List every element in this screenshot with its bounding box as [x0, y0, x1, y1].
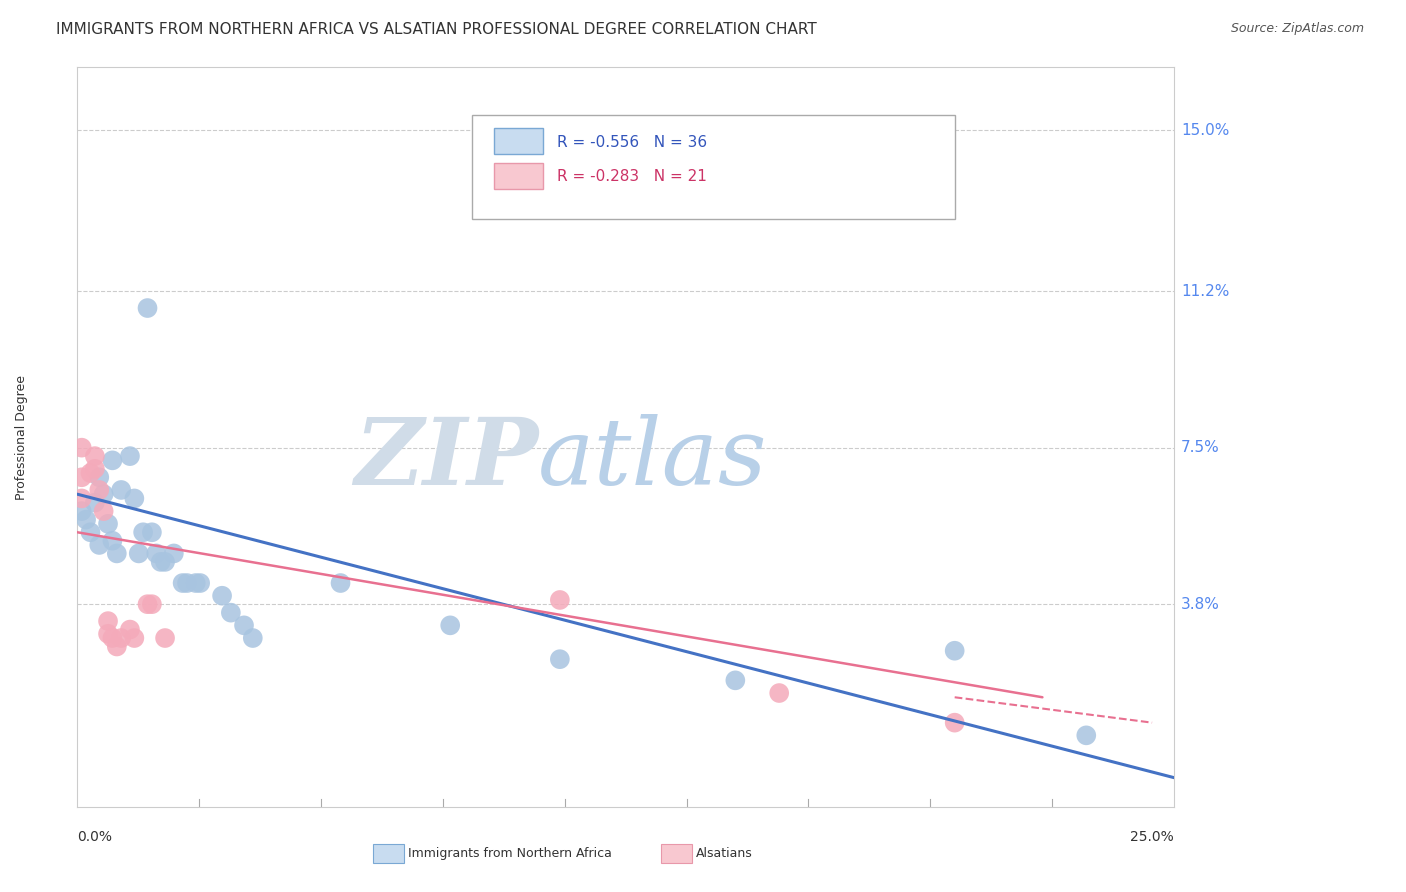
Point — [105, 546, 128, 560]
Point — [70, 470, 93, 484]
Point — [176, 576, 198, 591]
Point — [163, 546, 186, 560]
Point — [97, 516, 120, 531]
Point — [70, 504, 93, 518]
Point — [101, 631, 124, 645]
Text: R = -0.283   N = 21: R = -0.283 N = 21 — [557, 169, 706, 184]
Point — [89, 483, 111, 497]
Point — [70, 441, 93, 455]
Text: Professional Degree: Professional Degree — [14, 375, 28, 500]
FancyBboxPatch shape — [494, 163, 544, 189]
Text: 11.2%: 11.2% — [1181, 284, 1229, 299]
Point — [110, 631, 132, 645]
Point — [70, 491, 93, 506]
Point — [184, 576, 207, 591]
Point — [943, 715, 966, 730]
Point — [101, 453, 124, 467]
Point — [188, 576, 211, 591]
Point — [105, 640, 128, 654]
FancyBboxPatch shape — [494, 128, 544, 154]
Point — [132, 525, 155, 540]
Point — [124, 491, 146, 506]
Point — [97, 627, 120, 641]
Text: Source: ZipAtlas.com: Source: ZipAtlas.com — [1230, 22, 1364, 36]
FancyBboxPatch shape — [472, 115, 955, 219]
Point — [149, 555, 172, 569]
Point — [768, 686, 790, 700]
Text: Immigrants from Northern Africa: Immigrants from Northern Africa — [408, 847, 612, 860]
Point — [128, 546, 150, 560]
Point — [242, 631, 264, 645]
Point — [136, 597, 159, 611]
Point — [141, 597, 163, 611]
Point — [211, 589, 233, 603]
Point — [329, 576, 352, 591]
Text: ZIP: ZIP — [354, 414, 538, 504]
Point — [83, 449, 105, 463]
Text: 7.5%: 7.5% — [1181, 440, 1220, 455]
Text: 25.0%: 25.0% — [1130, 830, 1174, 844]
Point — [83, 462, 105, 476]
Point — [1076, 728, 1098, 742]
Point — [110, 483, 132, 497]
Point — [89, 538, 111, 552]
Point — [724, 673, 747, 688]
Point — [136, 301, 159, 315]
Point — [118, 449, 141, 463]
Point — [548, 593, 571, 607]
Text: IMMIGRANTS FROM NORTHERN AFRICA VS ALSATIAN PROFESSIONAL DEGREE CORRELATION CHAR: IMMIGRANTS FROM NORTHERN AFRICA VS ALSAT… — [56, 22, 817, 37]
Point — [93, 487, 115, 501]
Point — [172, 576, 194, 591]
Point — [153, 555, 176, 569]
Point — [79, 525, 101, 540]
Point — [943, 644, 966, 658]
Text: 0.0%: 0.0% — [77, 830, 112, 844]
Point — [219, 606, 242, 620]
Point — [83, 496, 105, 510]
Text: Alsatians: Alsatians — [696, 847, 752, 860]
Point — [124, 631, 146, 645]
Text: 15.0%: 15.0% — [1181, 123, 1229, 138]
Text: 3.8%: 3.8% — [1181, 597, 1220, 612]
Point — [153, 631, 176, 645]
Point — [439, 618, 461, 632]
Point — [79, 466, 101, 480]
Point — [548, 652, 571, 666]
Point — [75, 512, 97, 526]
Point — [89, 470, 111, 484]
Point — [97, 614, 120, 628]
Point — [233, 618, 256, 632]
Point — [145, 546, 167, 560]
Point — [93, 504, 115, 518]
Point — [118, 623, 141, 637]
Point — [141, 525, 163, 540]
Text: R = -0.556   N = 36: R = -0.556 N = 36 — [557, 135, 707, 150]
Text: atlas: atlas — [538, 414, 768, 504]
Point — [101, 533, 124, 548]
